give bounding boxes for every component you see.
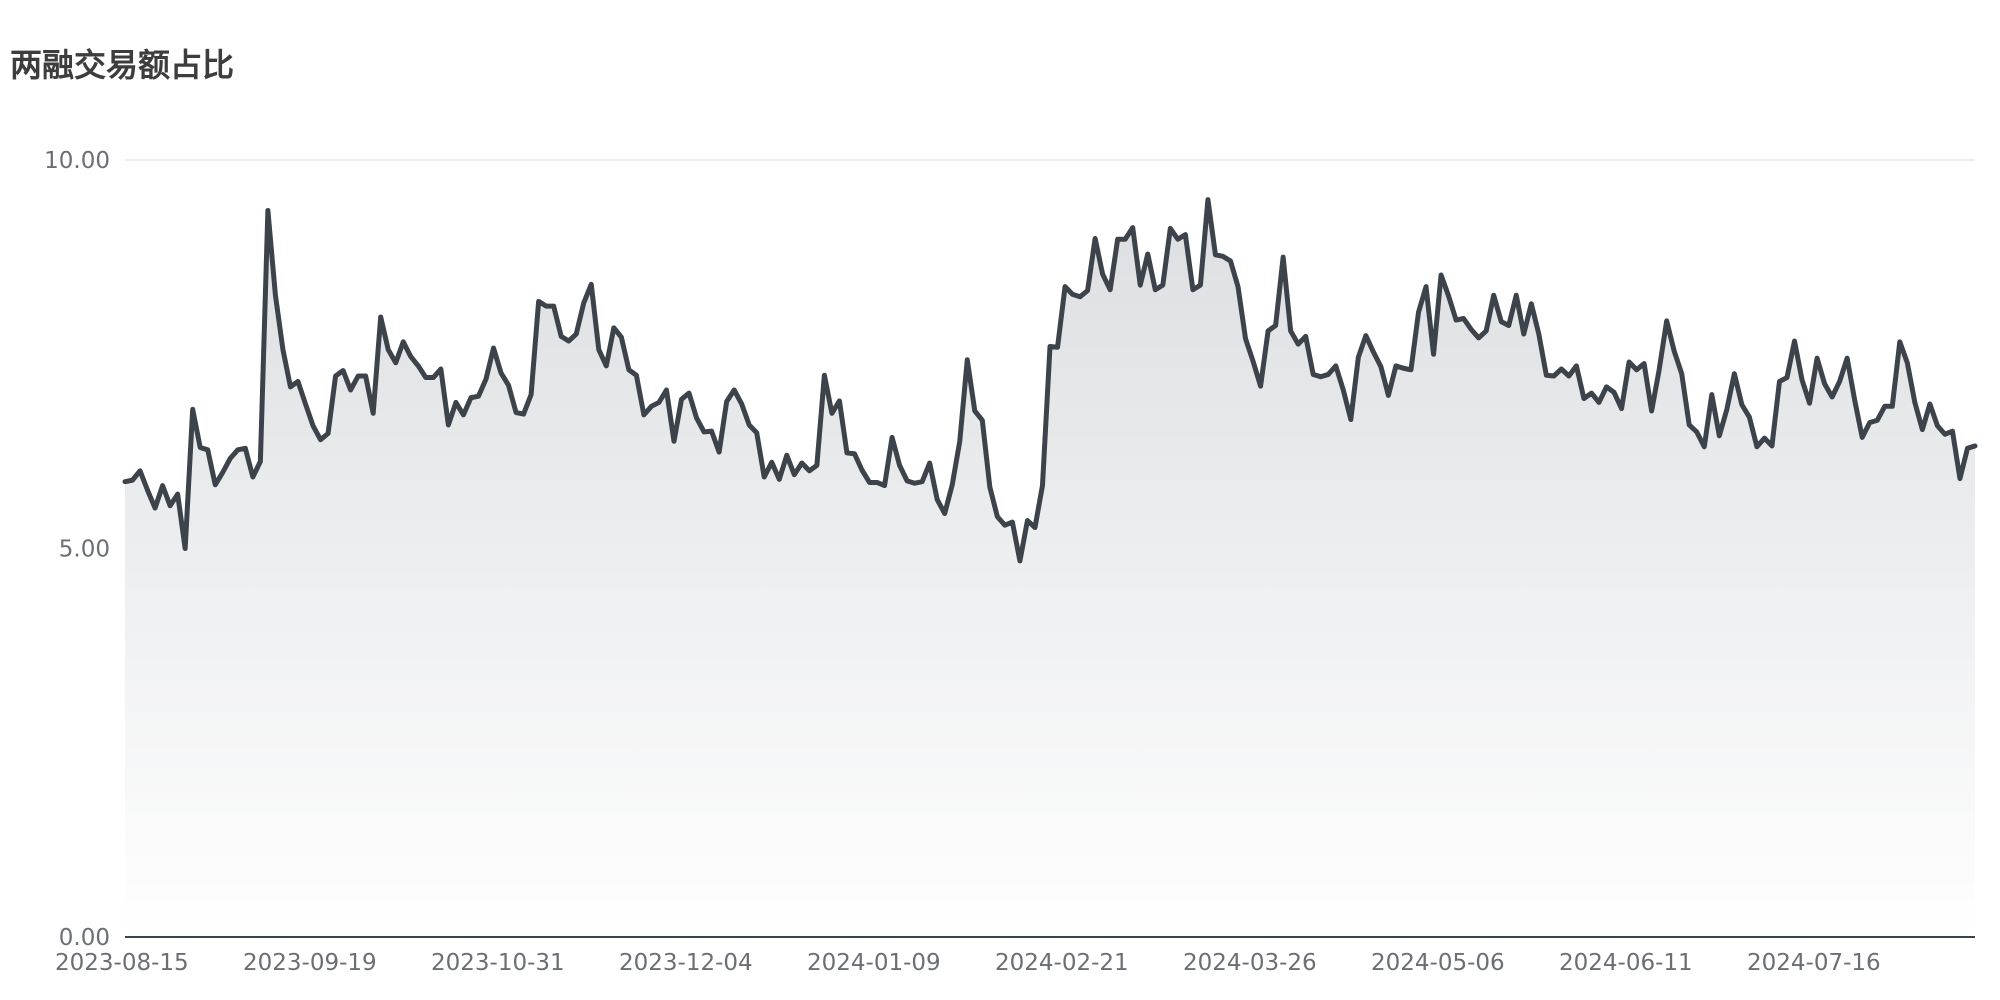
- x-tick-label: 2023-08-15: [55, 950, 189, 976]
- y-tick-label: 0.00: [59, 925, 110, 951]
- y-tick-label: 5.00: [59, 537, 110, 563]
- x-tick-label: 2024-05-06: [1371, 950, 1505, 976]
- series-line: [122, 197, 1978, 564]
- x-tick-label: 2024-07-16: [1747, 950, 1881, 976]
- x-axis-ticks: 2023-08-15 2023-09-19 2023-10-31 2023-12-04…: [55, 950, 1881, 976]
- x-tick-label: 2024-03-26: [1183, 950, 1317, 976]
- x-tick-label: 2024-06-11: [1559, 950, 1693, 976]
- chart-title: 两融交易额占比: [10, 46, 235, 84]
- x-tick-label: 2024-02-21: [995, 950, 1129, 976]
- y-axis-ticks: 0.00 5.00 10.00: [44, 148, 110, 951]
- x-tick-label: 2024-01-09: [807, 950, 941, 976]
- x-tick-label: 2023-10-31: [431, 950, 565, 976]
- x-tick-label: 2023-12-04: [619, 950, 753, 976]
- series-area-fill: [125, 199, 1975, 937]
- y-tick-label: 10.00: [44, 148, 110, 174]
- x-tick-label: 2023-09-19: [243, 950, 377, 976]
